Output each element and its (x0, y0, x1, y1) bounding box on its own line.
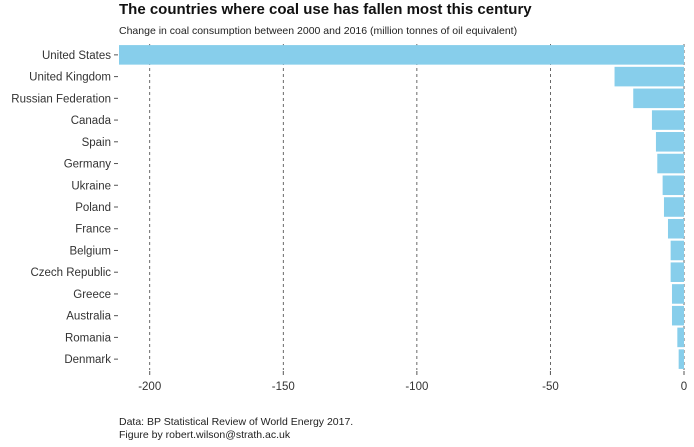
bar (678, 349, 684, 369)
bar (662, 175, 684, 196)
bar (671, 284, 684, 304)
bar (670, 240, 684, 261)
category-label: Czech Republic (30, 267, 111, 279)
category-label: Germany (64, 159, 112, 171)
x-tick-label: -50 (542, 381, 559, 393)
bars (119, 45, 684, 369)
x-tick-label: -150 (272, 381, 295, 393)
category-label: Belgium (69, 245, 111, 257)
category-label: Canada (71, 115, 112, 127)
bar (671, 305, 684, 326)
category-label: Romania (65, 332, 112, 344)
category-label: Poland (75, 202, 111, 214)
category-label: France (75, 224, 111, 236)
grid-lines (149, 44, 685, 370)
chart-subtitle: Change in coal consumption between 2000 … (119, 25, 518, 37)
bar (119, 45, 684, 65)
category-label: Denmark (64, 354, 111, 366)
bar (667, 218, 684, 239)
category-label: Ukraine (71, 180, 111, 192)
x-tick-label: -100 (405, 381, 428, 393)
category-labels: United States United Kingdom Russian Feder… (11, 50, 118, 366)
chart-title: The countries where coal use has fallen … (119, 1, 532, 18)
chart-caption: Data: BP Statistical Review of World Ene… (119, 416, 353, 442)
bar (663, 197, 684, 217)
bar (614, 66, 684, 87)
bar (657, 153, 684, 174)
bar (651, 110, 684, 130)
x-tick-label: 0 (681, 381, 687, 393)
bar (655, 132, 684, 152)
bar (670, 262, 684, 282)
x-tick-label: -200 (138, 381, 161, 393)
bar (677, 327, 684, 348)
bar (633, 88, 684, 109)
category-label: United Kingdom (29, 72, 111, 84)
category-label: Russian Federation (11, 93, 111, 105)
category-label: Greece (73, 289, 111, 301)
x-tick-labels: -200 -150 -100 -50 0 (138, 371, 687, 393)
caption-credit: Figure by robert.wilson@strath.ac.uk (119, 429, 291, 441)
category-label: United States (42, 50, 111, 62)
category-label: Spain (82, 137, 111, 149)
category-label: Australia (66, 311, 111, 323)
caption-source: Data: BP Statistical Review of World Ene… (119, 416, 354, 428)
